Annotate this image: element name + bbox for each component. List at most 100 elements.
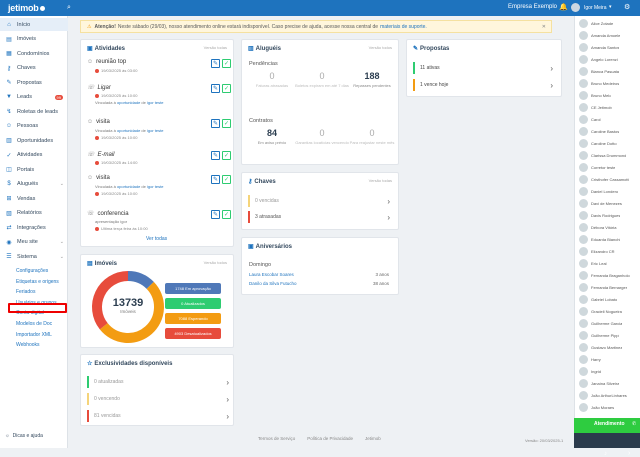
edit-button[interactable]: ✎ [211, 210, 220, 219]
legend-badge[interactable]: 1748 Em aprovação [165, 283, 221, 294]
opportunity-link[interactable]: oportunidade [116, 100, 141, 105]
chave-row[interactable]: 3 atrasadas › [248, 211, 390, 223]
sidebar-item-chaves[interactable]: ⚷ Chaves [0, 62, 68, 75]
edit-button[interactable]: ✎ [211, 151, 220, 160]
alert-link[interactable]: materiais de suporte. [380, 23, 427, 30]
footer-link[interactable]: Jetimob [365, 436, 381, 441]
person-item[interactable]: Caroline Dotto [579, 138, 640, 149]
sidebar-subitem-etiquetas-e-origens[interactable]: Etiquetas e origens [16, 278, 59, 285]
person-item[interactable]: Janaína Silveira [579, 378, 640, 389]
person-link[interactable]: igor teste [146, 184, 164, 189]
legend-badge[interactable]: 7088 Esperando [165, 313, 221, 324]
person-item[interactable]: Amanda Amoele [579, 30, 640, 41]
exclusividade-row[interactable]: 81 vencidas › [87, 410, 229, 422]
attendance-widget[interactable]: Atendimento ✆ ♪ › [574, 418, 640, 457]
person-item[interactable]: Fernanda Bernarger [579, 282, 640, 293]
person-item[interactable]: Alice Zotade [579, 18, 640, 29]
edit-button[interactable]: ✎ [211, 175, 220, 184]
person-item[interactable]: Bruno Melo [579, 90, 640, 101]
person-item[interactable]: Ingrid [579, 366, 640, 377]
birthday-name[interactable]: Danilo da Silva Futucho [249, 281, 297, 286]
person-item[interactable]: Davi de Menezes [579, 198, 640, 209]
search-icon[interactable]: ⌕ [67, 4, 71, 11]
person-item[interactable]: Eric Leal [579, 258, 640, 269]
person-item[interactable]: Guilherme Pippi [579, 330, 640, 341]
sidebar-item-sistema[interactable]: ☰ Sistema ⌄ [0, 250, 68, 263]
imoveis-tools[interactable]: Versão todos [203, 260, 227, 265]
person-item[interactable]: Angelo Lorenzi [579, 54, 640, 65]
legend-badge[interactable]: 4903 Desatualizados [165, 328, 221, 339]
person-item[interactable]: Guilherme Garcia [579, 318, 640, 329]
edit-button[interactable]: ✎ [211, 59, 220, 68]
person-item[interactable]: Gabriel Lobato [579, 294, 640, 305]
sidebar-item-propostas[interactable]: ✎ Propostas [0, 76, 68, 89]
person-item[interactable]: CE Jetimob [579, 102, 640, 113]
phone-icon[interactable]: ✆ [632, 421, 637, 427]
complete-button[interactable]: ✓ [222, 210, 231, 219]
person-link[interactable]: igor teste [146, 128, 164, 133]
birthday-name[interactable]: Laura Escobar Soares [249, 272, 294, 277]
person-item[interactable]: Corretor teste [579, 162, 640, 173]
person-item[interactable]: Gustavo Martinez [579, 342, 640, 353]
avatar[interactable] [571, 3, 580, 12]
sidebar-item-atividades[interactable]: ✓ Atividades [0, 149, 68, 162]
person-item[interactable]: Eduarda Bianchi [579, 234, 640, 245]
sidebar-item-portais[interactable]: ◫ Portais [0, 163, 68, 176]
chave-row[interactable]: 0 vencidas › [248, 195, 390, 207]
edit-button[interactable]: ✎ [211, 119, 220, 128]
stat-block[interactable]: 0 Boletos expiram em até 7 dias [292, 71, 352, 88]
person-item[interactable]: Clarissa Drummond [579, 150, 640, 161]
person-item[interactable]: Harry [579, 354, 640, 365]
see-all-link[interactable]: Ver todas [146, 236, 168, 242]
expand-icon[interactable]: › [628, 450, 631, 457]
sidebar-item-relat-rios[interactable]: ▧ Relatórios [0, 207, 68, 220]
person-item[interactable]: Fernanda Braganholo [579, 270, 640, 281]
sidebar-item-pessoas[interactable]: ☺ Pessoas [0, 120, 68, 133]
complete-button[interactable]: ✓ [222, 59, 231, 68]
sidebar-item-alugu-is[interactable]: $ Aluguéis ⌄ [0, 178, 68, 191]
sidebar-subitem-usu-rios-e-grupos[interactable]: Usuários e grupos [16, 299, 57, 306]
sidebar-item-in-cio[interactable]: ⌂ Início [0, 18, 68, 31]
company-name[interactable]: Empresa Exemplo [508, 4, 558, 10]
opportunity-link[interactable]: oportunidade [116, 184, 141, 189]
exclusividade-row[interactable]: 0 atualizadas › [87, 376, 229, 388]
sidebar-item-im-veis[interactable]: ▤ Imóveis [0, 33, 68, 46]
stat-block[interactable]: 84 Em aviso prévio [242, 128, 302, 145]
person-item[interactable]: Cristhofer Cassamotti [579, 174, 640, 185]
person-item[interactable]: Bruno Medeiros [579, 78, 640, 89]
person-item[interactable]: Bianca Pasuata [579, 66, 640, 77]
stat-block[interactable]: 0 Para reajustar neste mês [342, 128, 402, 145]
sidebar-item-roletas-de-leads[interactable]: ↯ Roletas de leads [0, 105, 68, 118]
person-item[interactable]: Davis Rodrigues [579, 210, 640, 221]
sidebar-item-integra-es[interactable]: ⇄ Integrações [0, 221, 68, 234]
sidebar-subitem-conta-digital[interactable]: Conta digital [16, 310, 44, 317]
help-link[interactable]: ☼ Dicas e ajuda [5, 433, 46, 439]
gear-icon[interactable]: ⚙ [624, 4, 631, 11]
complete-button[interactable]: ✓ [222, 119, 231, 128]
stat-block[interactable]: 0 Faturas atrasadas [242, 71, 302, 88]
person-item[interactable]: Débora Vitória [579, 222, 640, 233]
sidebar-item-vendas[interactable]: ⊞ Vendas [0, 192, 68, 205]
person-link[interactable]: igor teste [146, 100, 164, 105]
person-item[interactable]: Carol [579, 114, 640, 125]
legend-badge[interactable]: 0 Atualizados [165, 298, 221, 309]
alugueis-tools[interactable]: Versão todos [368, 45, 392, 50]
person-item[interactable]: João ArthurLinhares [579, 390, 640, 401]
close-icon[interactable]: ✕ [541, 24, 546, 30]
sidebar-item-leads[interactable]: ▼ Leads 99 [0, 91, 68, 104]
person-item[interactable]: João Moraes [579, 402, 640, 413]
sidebar-subitem-configura-es[interactable]: Configurações [16, 268, 49, 274]
chevron-down-icon[interactable]: ▾ [609, 4, 612, 10]
footer-link[interactable]: Política de Privacidade [307, 436, 354, 441]
sidebar-subitem-importador-xml[interactable]: Importador XML [16, 331, 52, 338]
stat-block[interactable]: 188 Repasses pendentes [342, 71, 402, 88]
person-item[interactable]: Gracieli Nogueira [579, 306, 640, 317]
edit-button[interactable]: ✎ [211, 84, 220, 93]
stat-block[interactable]: 0 Garantias locatícias vencendo [292, 128, 352, 145]
complete-button[interactable]: ✓ [222, 84, 231, 93]
person-item[interactable]: Daniel Londero [579, 186, 640, 197]
sidebar-subitem-feriados[interactable]: Feriados [16, 289, 36, 296]
complete-button[interactable]: ✓ [222, 151, 231, 160]
volume-icon[interactable]: ♪ [604, 451, 607, 457]
proposta-row[interactable]: 11 ativas › [413, 62, 553, 74]
